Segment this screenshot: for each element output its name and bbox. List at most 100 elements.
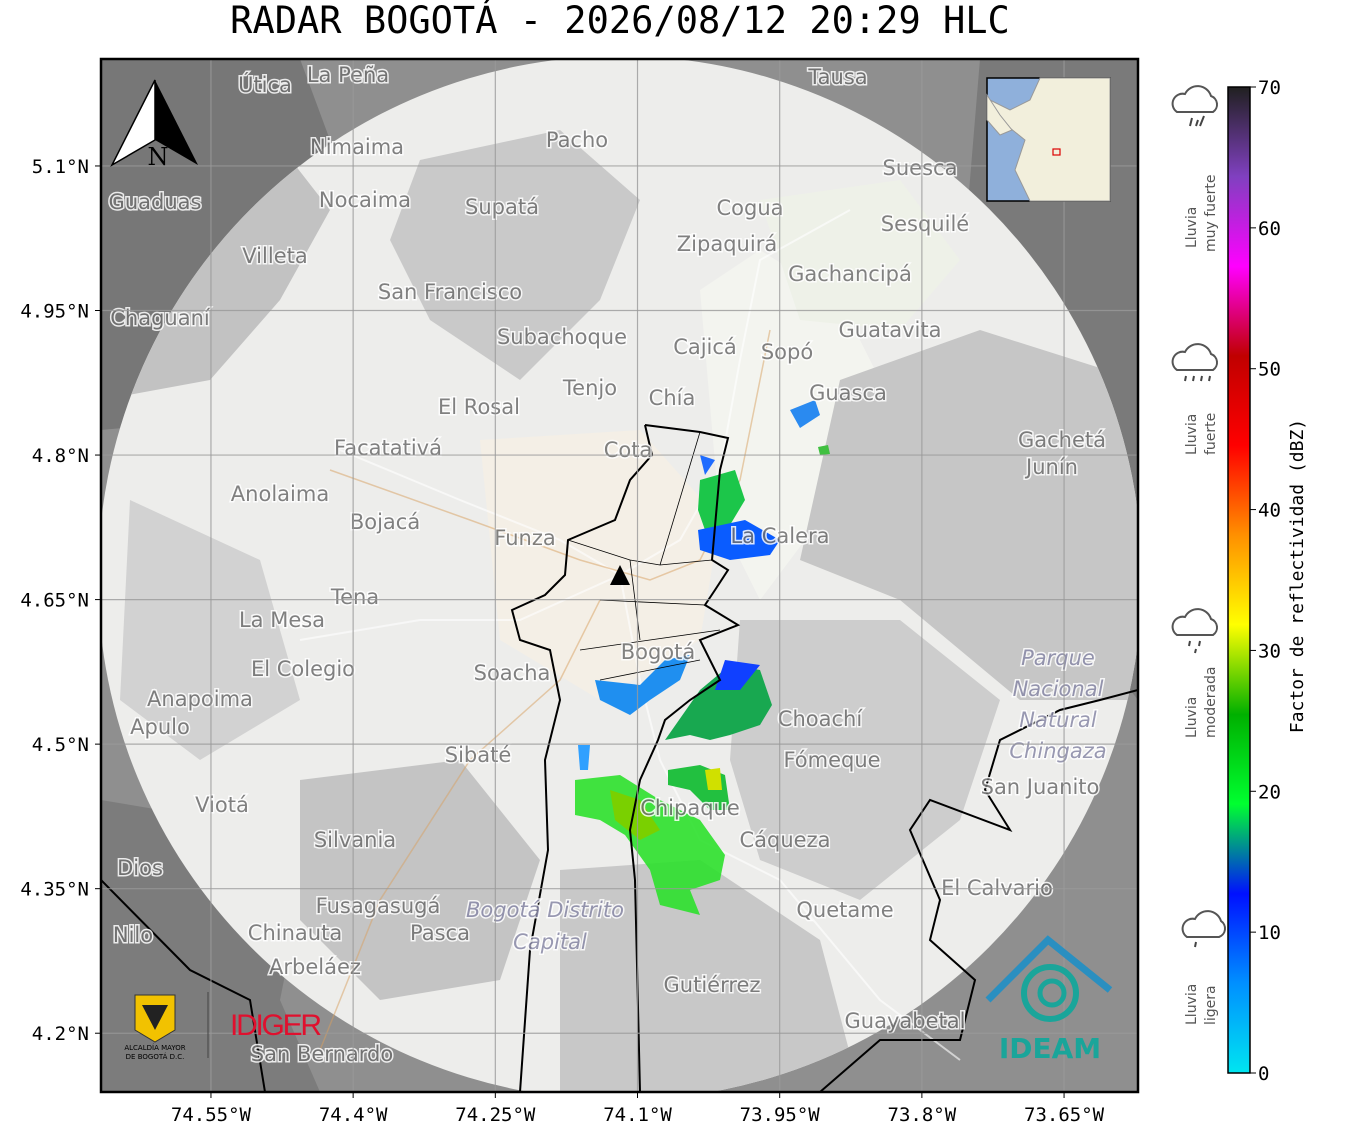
rain-level: Lluvia <box>1184 697 1200 738</box>
map-frame <box>99 57 1140 1094</box>
y-tick-label: 4.95°N <box>20 301 89 323</box>
boundaries <box>101 424 1138 1092</box>
y-tick-label: 4.5°N <box>32 734 89 756</box>
x-tick-label: 73.8°W <box>888 1104 957 1126</box>
place-label: Sibaté <box>445 743 512 767</box>
x-tick-label: 74.25°W <box>455 1104 536 1126</box>
rain-level: Lluvia <box>1184 414 1200 455</box>
rain-drops <box>1184 115 1211 948</box>
inset-map <box>986 77 1111 202</box>
place-label: Chaguaní <box>110 306 211 330</box>
place-label: Gutiérrez <box>664 973 761 997</box>
place-label: Gachancipá <box>788 262 912 286</box>
colorbar-tick-label: 70 <box>1258 77 1281 99</box>
colorbar: Factor de reflectividad (dBZ) 0 10 20 30 40 5… <box>1227 77 1308 1085</box>
radar-echoes <box>575 400 830 915</box>
place-label: Pasca <box>410 921 470 945</box>
place-label: Funza <box>494 526 555 550</box>
place-label: El Calvario <box>941 876 1053 900</box>
place-label: Fusagasugá <box>316 894 441 918</box>
place-label: Nilo <box>113 923 153 947</box>
place-label: San Juanito <box>981 775 1100 799</box>
rain-legend: Lluvia muy fuerte Lluvia fuerte Lluvia m… <box>1171 85 1226 1025</box>
place-label: San Francisco <box>378 280 522 304</box>
colorbar-tick-label: 0 <box>1258 1063 1269 1085</box>
y-tick-label: 4.65°N <box>20 590 89 612</box>
logo-ideam: IDEAM <box>985 935 1113 1065</box>
place-label: Nimaima <box>310 135 404 159</box>
x-tick-label: 74.1°W <box>603 1104 672 1126</box>
district-label: Capital <box>513 930 587 954</box>
place-label: Cajicá <box>673 335 737 359</box>
rain-level: moderada <box>1203 666 1219 738</box>
x-tick-label: 74.55°W <box>171 1104 252 1126</box>
north-arrow: N <box>110 79 198 171</box>
ideam-logo: IDEAM <box>999 1032 1101 1065</box>
rain-level: muy fuerte <box>1203 174 1219 252</box>
place-label: Tenjo <box>562 376 617 400</box>
place-label: Sopó <box>761 340 813 364</box>
place-label: Cota <box>604 438 653 462</box>
x-tick-label: 74.4°W <box>319 1104 388 1126</box>
place-label: Cogua <box>716 196 783 220</box>
place-label: Fómeque <box>783 748 880 772</box>
place-label: Arbeláez <box>269 955 361 979</box>
place-label: Silvania <box>314 828 396 852</box>
rain-level: Lluvia <box>1184 984 1200 1025</box>
place-label: Anapoima <box>147 687 253 711</box>
park-label: Natural <box>1019 708 1097 732</box>
place-label: Chinauta <box>248 921 342 945</box>
colorbar-tick-label: 30 <box>1258 640 1281 662</box>
radar-site <box>610 565 630 585</box>
north-label: N <box>148 143 169 171</box>
place-label: La Peña <box>307 63 389 87</box>
place-label: El Rosal <box>438 395 520 419</box>
place-label: Quetame <box>796 898 893 922</box>
place-label: Cáqueza <box>740 828 831 852</box>
place-label: La Mesa <box>239 608 325 632</box>
place-label: San Bernardo <box>251 1042 393 1066</box>
place-label: Pacho <box>546 128 608 152</box>
place-label: Tena <box>330 585 379 609</box>
colorbar-ramp <box>1227 86 1251 1074</box>
x-tick-label: 73.95°W <box>740 1104 821 1126</box>
place-label: Facatativá <box>334 436 442 460</box>
place-label: Anolaima <box>231 482 329 506</box>
idiger-logo: IDIGER <box>230 1009 322 1042</box>
alcaldia-line: DE BOGOTÁ D.C. <box>126 1052 185 1061</box>
place-label: Viotá <box>195 793 249 817</box>
place-label: Guatavita <box>839 318 942 342</box>
place-label: Apulo <box>130 715 190 739</box>
x-tick-label: 73.65°W <box>1024 1104 1105 1126</box>
place-label: El Colegio <box>251 657 355 681</box>
y-tick-label: 4.8°N <box>32 445 89 467</box>
place-label: Suesca <box>883 156 958 180</box>
place-label: Supatá <box>465 195 539 219</box>
alcaldia-line: ALCALDÍA MAYOR <box>124 1043 185 1052</box>
grid <box>101 59 1138 1092</box>
place-label: Bojacá <box>350 510 420 534</box>
place-label: Dios <box>117 856 163 880</box>
park-label: Parque <box>1021 646 1095 670</box>
y-tick-label: 4.2°N <box>32 1023 89 1045</box>
place-label: Chipaque <box>640 796 740 820</box>
place-label: Subachoque <box>497 325 627 349</box>
place-label: Sesquilé <box>881 212 969 236</box>
rain-level: fuerte <box>1203 413 1219 455</box>
place-label: Villeta <box>242 244 307 268</box>
place-label: Guaduas <box>109 190 202 214</box>
y-tick-label: 5.1°N <box>32 156 89 178</box>
place-label: Gachetá <box>1018 428 1106 452</box>
place-labels: La Peña Útica Tausa Pacho Nimaima Suesca Guadu… <box>107 62 1108 1068</box>
roads-main <box>319 329 771 1051</box>
place-label: Útica <box>238 72 292 97</box>
colorbar-label: Factor de reflectividad (dBZ) <box>1287 419 1308 733</box>
place-label: Bogotá <box>621 640 696 664</box>
colorbar-tick-label: 10 <box>1258 922 1281 944</box>
colorbar-tick-label: 40 <box>1258 500 1281 522</box>
place-label: Chía <box>649 386 696 410</box>
place-label: Junín <box>1024 455 1078 479</box>
place-label: Guayabetal <box>845 1009 966 1033</box>
map: La Peña Útica Tausa Pacho Nimaima Suesca Guadu… <box>101 59 1138 1092</box>
